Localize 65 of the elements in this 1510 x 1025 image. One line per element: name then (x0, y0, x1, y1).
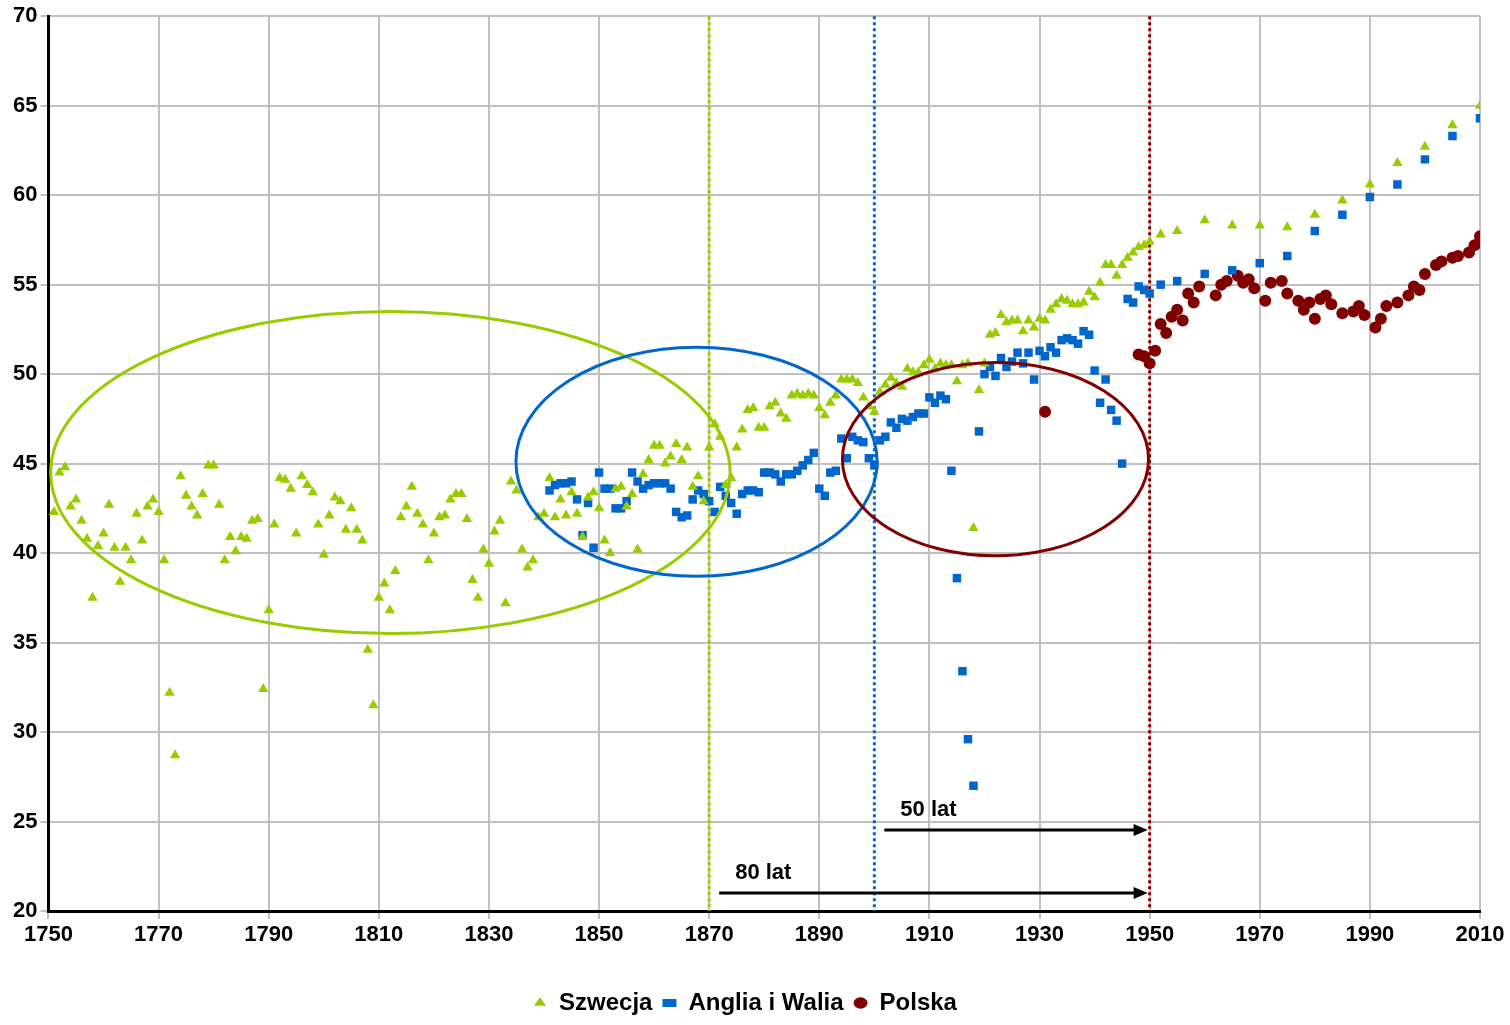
y-tick-label: 50 (12, 360, 38, 386)
y-tick-label: 35 (12, 628, 38, 654)
point (1352, 300, 1365, 313)
point (1176, 314, 1189, 327)
legend-label: Anglia i Walia (688, 987, 845, 1015)
legend-label: Polska (879, 987, 958, 1015)
point (1160, 326, 1173, 339)
point (1303, 296, 1316, 309)
y-tick-label: 25 (12, 807, 38, 833)
point (1281, 287, 1294, 300)
point (1468, 239, 1480, 252)
point (1336, 307, 1349, 320)
point (1193, 280, 1206, 293)
y-tick-label: 45 (12, 449, 38, 475)
y-tick-label: 70 (12, 2, 38, 28)
point (1380, 300, 1393, 313)
x-tick-label: 2010 (1455, 921, 1505, 947)
x-tick-label: 1970 (1235, 921, 1285, 947)
point (1374, 312, 1387, 325)
point (1418, 267, 1431, 280)
point (1319, 289, 1332, 302)
x-tick-label: 1930 (1015, 921, 1065, 947)
y-tick-label: 30 (12, 718, 38, 744)
point (1308, 312, 1321, 325)
annotation: 50 lat (900, 796, 958, 821)
annotation: 80 lat (735, 859, 793, 884)
x-tick-label: 1990 (1345, 921, 1395, 947)
y-tick-label: 20 (12, 897, 38, 923)
x-tick-label: 1790 (244, 921, 294, 947)
x-tick-label: 1950 (1125, 921, 1175, 947)
point (1413, 284, 1426, 297)
point (1143, 357, 1156, 370)
point (1259, 294, 1272, 307)
point (1242, 273, 1255, 286)
y-tick-label: 55 (12, 270, 38, 296)
point (1264, 276, 1277, 289)
point (1402, 289, 1415, 302)
point (1182, 287, 1195, 300)
point (1391, 296, 1404, 309)
y-tick-label: 40 (12, 539, 38, 565)
point (1435, 255, 1448, 268)
point (1325, 298, 1338, 311)
point (1275, 275, 1288, 288)
x-tick-label: 1850 (574, 921, 624, 947)
legend-label: Szwecja (559, 987, 654, 1015)
x-tick-label: 1830 (464, 921, 514, 947)
y-tick-label: 60 (12, 181, 38, 207)
x-tick-label: 1810 (354, 921, 404, 947)
point (1220, 275, 1233, 288)
x-tick-label: 1890 (794, 921, 844, 947)
point (1248, 282, 1261, 295)
x-tick-label: 1750 (23, 921, 73, 947)
point (1358, 309, 1371, 322)
point (1149, 344, 1162, 357)
point (1187, 296, 1200, 309)
x-tick-label: 1910 (904, 921, 954, 947)
point (1039, 405, 1052, 418)
point (1292, 294, 1305, 307)
x-tick-label: 1770 (134, 921, 184, 947)
point (1209, 289, 1222, 302)
y-tick-label: 65 (12, 91, 38, 117)
point (1154, 318, 1167, 331)
point (1369, 321, 1382, 334)
point (1171, 303, 1184, 316)
x-tick-label: 1870 (684, 921, 734, 947)
